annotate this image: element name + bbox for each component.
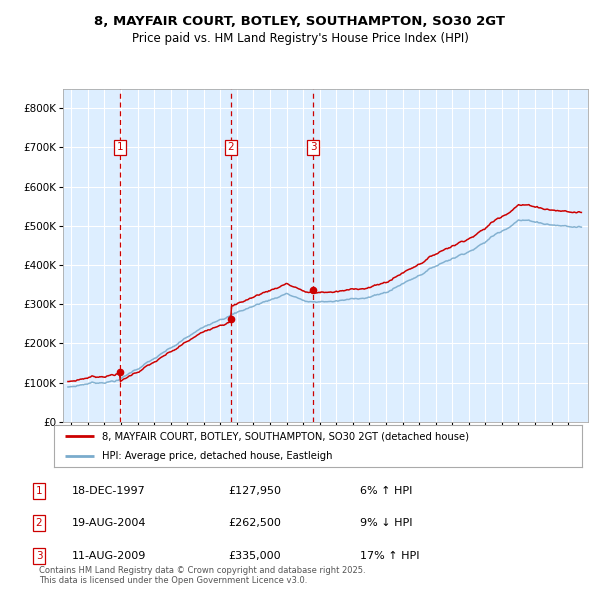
Text: 6% ↑ HPI: 6% ↑ HPI <box>360 486 412 496</box>
Text: 9% ↓ HPI: 9% ↓ HPI <box>360 519 413 528</box>
Text: 1: 1 <box>35 486 43 496</box>
Text: Price paid vs. HM Land Registry's House Price Index (HPI): Price paid vs. HM Land Registry's House … <box>131 32 469 45</box>
Text: 11-AUG-2009: 11-AUG-2009 <box>72 551 146 560</box>
Text: Contains HM Land Registry data © Crown copyright and database right 2025.
This d: Contains HM Land Registry data © Crown c… <box>39 566 365 585</box>
Text: 2: 2 <box>227 142 234 152</box>
Text: £127,950: £127,950 <box>228 486 281 496</box>
Text: £262,500: £262,500 <box>228 519 281 528</box>
Text: 2: 2 <box>35 519 43 528</box>
Text: 17% ↑ HPI: 17% ↑ HPI <box>360 551 419 560</box>
Text: 8, MAYFAIR COURT, BOTLEY, SOUTHAMPTON, SO30 2GT: 8, MAYFAIR COURT, BOTLEY, SOUTHAMPTON, S… <box>95 15 505 28</box>
Text: 18-DEC-1997: 18-DEC-1997 <box>72 486 146 496</box>
Text: 1: 1 <box>117 142 124 152</box>
Text: 3: 3 <box>35 551 43 560</box>
Text: 19-AUG-2004: 19-AUG-2004 <box>72 519 146 528</box>
Text: £335,000: £335,000 <box>228 551 281 560</box>
Text: 8, MAYFAIR COURT, BOTLEY, SOUTHAMPTON, SO30 2GT (detached house): 8, MAYFAIR COURT, BOTLEY, SOUTHAMPTON, S… <box>101 431 469 441</box>
Text: HPI: Average price, detached house, Eastleigh: HPI: Average price, detached house, East… <box>101 451 332 461</box>
Text: 3: 3 <box>310 142 317 152</box>
